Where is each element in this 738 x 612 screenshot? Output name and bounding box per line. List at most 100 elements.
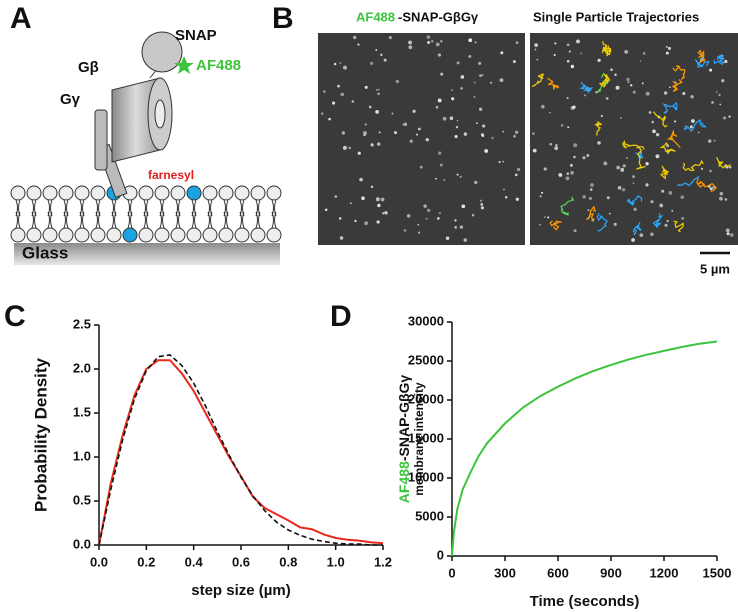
spot	[498, 160, 501, 164]
spot	[417, 223, 420, 226]
spots	[320, 35, 734, 242]
trajectory	[659, 141, 676, 155]
spot	[664, 223, 668, 227]
spot	[659, 203, 664, 208]
spot	[597, 58, 601, 62]
spot	[709, 187, 713, 191]
spot	[626, 157, 628, 159]
spot	[339, 62, 342, 64]
spot	[442, 116, 447, 121]
spot	[455, 125, 459, 129]
spot	[408, 45, 413, 50]
spot	[357, 151, 361, 155]
spot	[566, 172, 570, 176]
snap-label: SNAP	[175, 27, 217, 44]
lipid-head	[154, 185, 170, 201]
lipid-head	[58, 185, 74, 201]
spot	[728, 115, 731, 118]
spot	[600, 114, 604, 118]
spot	[417, 127, 421, 131]
lipid-head	[10, 227, 26, 243]
spot	[412, 109, 416, 113]
spot	[719, 103, 722, 106]
spot	[468, 38, 473, 43]
trajectory	[599, 73, 610, 88]
spot	[671, 209, 674, 212]
spot	[711, 101, 714, 104]
x-axis-label: step size (µm)	[191, 582, 291, 599]
spot	[555, 143, 558, 147]
spot	[388, 36, 392, 40]
spot	[632, 182, 635, 184]
spot	[680, 195, 685, 199]
lipid-tail	[95, 211, 101, 229]
spot	[566, 59, 570, 63]
spot	[445, 236, 450, 240]
spot	[480, 202, 484, 206]
spot	[515, 197, 519, 201]
spot	[610, 68, 613, 71]
spot	[617, 186, 622, 190]
spot	[333, 62, 337, 66]
spot	[582, 156, 586, 160]
gbeta-label: Gβ	[78, 59, 99, 76]
spot	[666, 219, 669, 223]
spot	[499, 78, 504, 83]
spot	[435, 42, 440, 47]
trajectory	[713, 55, 725, 66]
x-tick-label: 300	[494, 565, 516, 580]
spot	[383, 58, 387, 62]
spot	[697, 131, 700, 134]
spot	[639, 60, 642, 62]
spot	[363, 131, 367, 135]
spot	[532, 132, 535, 136]
trajectory	[652, 213, 664, 229]
spot	[456, 61, 460, 65]
panel-label: C	[4, 300, 26, 333]
spot	[419, 165, 423, 169]
y-tick-label: 2.5	[73, 316, 91, 331]
trajectory	[673, 220, 684, 233]
spot	[534, 48, 537, 51]
x-tick-label: 900	[600, 565, 622, 580]
micrograph	[318, 33, 525, 245]
spot	[718, 93, 721, 97]
trajectory	[671, 79, 683, 92]
y-axis-label-dye: AF488	[396, 461, 412, 503]
spot	[514, 130, 519, 135]
spot	[661, 189, 665, 193]
trajectory	[626, 195, 643, 206]
spot	[451, 97, 455, 101]
spot	[515, 41, 519, 44]
spot	[549, 142, 553, 146]
trajectory	[632, 221, 642, 236]
trajectory	[560, 196, 575, 217]
spot	[606, 196, 610, 200]
spot	[481, 134, 485, 138]
spot	[480, 206, 484, 210]
spot	[691, 119, 695, 123]
spot	[650, 200, 654, 204]
lipid-head	[154, 227, 170, 243]
y-axis-label: membrane intensity	[412, 382, 426, 496]
lipid-tail	[191, 211, 197, 229]
spot	[338, 217, 342, 220]
lipid-head	[266, 227, 282, 243]
spot	[328, 117, 331, 121]
spot	[382, 212, 385, 215]
spot	[427, 41, 431, 44]
y-tick-label: 1.0	[73, 448, 91, 463]
y-tick-label: 0.0	[73, 536, 91, 551]
x-tick-label: 1.2	[374, 554, 392, 569]
spot	[437, 217, 440, 220]
spot	[633, 207, 637, 211]
x-tick-label: 1500	[703, 565, 732, 580]
spot	[534, 43, 538, 48]
spot	[538, 223, 541, 226]
lipid-head	[234, 227, 250, 243]
spot	[573, 229, 577, 233]
lipid-tail	[79, 211, 85, 229]
y-tick-label: 25000	[408, 352, 444, 367]
spot	[568, 50, 571, 53]
